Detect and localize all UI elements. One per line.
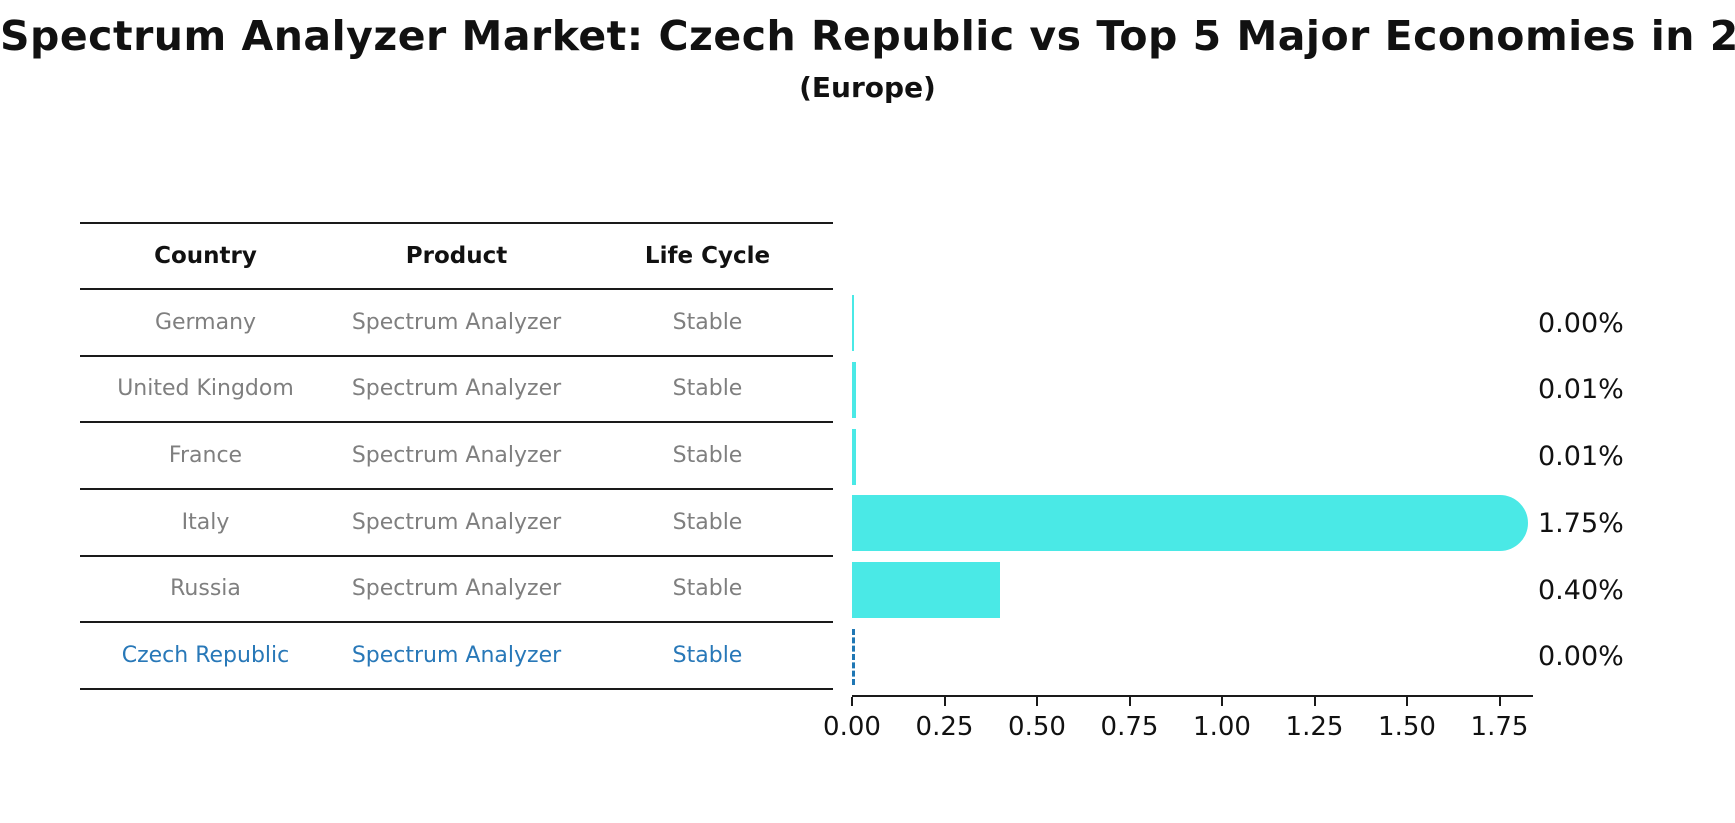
chart-subtitle: (Europe) [799,71,936,104]
x-axis-tick [1498,697,1501,706]
life-cycle-cell: Stable [672,376,743,402]
value-label-italy: 1.75% [1538,507,1624,539]
table-row-france: France Spectrum Analyzer Stable [80,423,833,490]
bar-russia [852,562,1000,618]
table-row-germany: Germany Spectrum Analyzer Stable [80,290,833,357]
chart-title: Spectrum Analyzer Market: Czech Republic… [0,12,1735,60]
x-axis-tick-label: 1.00 [1193,712,1251,742]
column-header-product: Product [405,243,508,269]
value-label-russia: 0.40% [1538,574,1624,606]
value-label-united-kingdom: 0.01% [1538,374,1624,406]
product-cell: Spectrum Analyzer [351,643,562,669]
value-label-czech-republic: 0.00% [1538,641,1624,673]
column-header-life-cycle: Life Cycle [644,243,771,269]
life-cycle-cell: Stable [672,643,743,669]
table-row-czech-republic: Czech Republic Spectrum Analyzer Stable [80,623,833,690]
life-cycle-cell: Stable [672,309,743,335]
table-header-row: Country Product Life Cycle [80,222,833,290]
x-axis-tick-label: 0.75 [1100,712,1159,742]
country-cell: Germany [154,309,257,335]
bar-united-kingdom [852,362,856,418]
country-cell: Czech Republic [121,643,290,669]
bar-germany [852,295,854,352]
x-axis-tick [1313,697,1316,706]
x-axis-tick [1036,697,1038,706]
country-cell: France [168,443,243,469]
table-row-italy: Italy Spectrum Analyzer Stable [80,490,833,557]
x-axis-tick-label: 0.25 [915,712,974,742]
country-cell: Russia [170,576,241,602]
x-axis-tick-label: 0.50 [1008,712,1066,742]
table-row-united-kingdom: United Kingdom Spectrum Analyzer Stable [80,357,833,424]
country-cell: Italy [181,509,230,535]
x-axis-tick [1406,697,1408,706]
table-row-russia: Russia Spectrum Analyzer Stable [80,557,833,624]
product-cell: Spectrum Analyzer [351,443,562,469]
x-axis-line [852,695,1533,697]
product-cell: Spectrum Analyzer [351,309,562,335]
life-cycle-cell: Stable [672,576,743,602]
x-axis-tick-label: 0.00 [823,712,881,742]
x-axis-tick [1128,697,1131,706]
country-cell: United Kingdom [117,376,294,402]
life-cycle-cell: Stable [672,443,743,469]
life-cycle-cell: Stable [672,509,743,535]
column-header-country: Country [154,243,257,269]
value-label-germany: 0.00% [1538,307,1624,339]
bar-czech-republic [852,628,855,685]
x-axis-tick [1221,697,1223,706]
x-axis-tick [943,697,946,706]
product-cell: Spectrum Analyzer [351,576,562,602]
product-cell: Spectrum Analyzer [351,509,562,535]
x-axis-tick-label: 1.25 [1285,712,1344,742]
x-axis-tick [851,697,853,706]
bar-france [852,428,856,485]
value-label-france: 0.01% [1538,441,1624,473]
x-axis-tick-label: 1.50 [1378,712,1436,742]
x-axis-tick-label: 1.75 [1470,712,1529,742]
country-table: Country Product Life Cycle Germany Spect… [80,222,833,690]
bar-italy [852,495,1528,552]
product-cell: Spectrum Analyzer [351,376,562,402]
